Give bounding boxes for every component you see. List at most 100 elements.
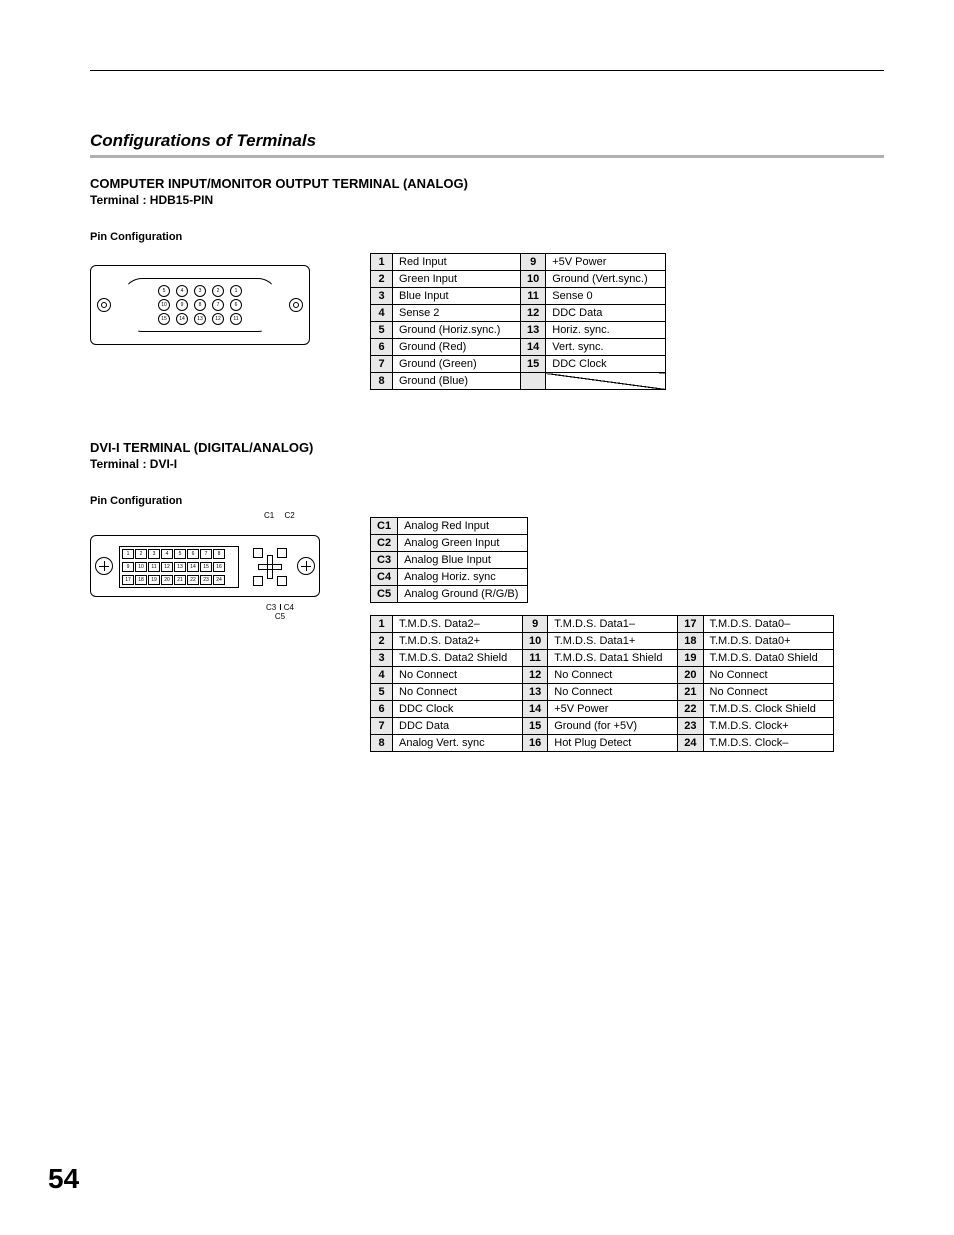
pin-cell: Analog Blue Input xyxy=(398,552,528,569)
pin-cell: Green Input xyxy=(393,271,521,288)
dvi-pin: 17 xyxy=(122,575,134,585)
pin-cell: 15 xyxy=(523,718,548,735)
vga-terminal: Terminal : HDB15-PIN xyxy=(90,193,884,207)
pin-cell: 3 xyxy=(371,288,393,305)
pin-cell: No Connect xyxy=(703,684,833,701)
pin-cell: No Connect xyxy=(548,684,678,701)
pin-cell: 3 xyxy=(371,650,393,667)
pin-cell: 21 xyxy=(678,684,703,701)
dvi-pin: 2 xyxy=(135,549,147,559)
vga-pinconfig-label: Pin Configuration xyxy=(90,231,884,243)
c1-label: C1 xyxy=(264,511,274,520)
pin-cell: Analog Ground (R/G/B) xyxy=(398,586,528,603)
pin-cell: T.M.D.S. Data2– xyxy=(393,616,523,633)
c5-label: C5 xyxy=(275,612,285,621)
pin-cell: Red Input xyxy=(393,254,521,271)
pin-cell: +5V Power xyxy=(546,254,666,271)
dvi-pin: 11 xyxy=(148,562,160,572)
pin-cell: 13 xyxy=(521,322,546,339)
pin-cell: Sense 2 xyxy=(393,305,521,322)
pin-cell: T.M.D.S. Clock Shield xyxy=(703,701,833,718)
dvi-pin: 20 xyxy=(161,575,173,585)
pin-cell: No Connect xyxy=(703,667,833,684)
pin-cell: 12 xyxy=(521,305,546,322)
pin-cell: 1 xyxy=(371,254,393,271)
hdb15-pin: 3 xyxy=(194,285,206,297)
dvi-pin: 7 xyxy=(200,549,212,559)
dvi-pin: 16 xyxy=(213,562,225,572)
section-title: Configurations of Terminals xyxy=(90,131,884,158)
pin-cell: 6 xyxy=(371,339,393,356)
pin-cell: 9 xyxy=(521,254,546,271)
hdb15-pin: 1 xyxy=(230,285,242,297)
pin-cell: 11 xyxy=(523,650,548,667)
hdb15-pin: 4 xyxy=(176,285,188,297)
pin-cell: DDC Clock xyxy=(393,701,523,718)
pin-cell: 5 xyxy=(371,322,393,339)
pin-cell: T.M.D.S. Data2 Shield xyxy=(393,650,523,667)
c3-label: C3 xyxy=(266,603,276,612)
pin-cell: T.M.D.S. Clock+ xyxy=(703,718,833,735)
pin-cell: 11 xyxy=(521,288,546,305)
hdb15-pin: 12 xyxy=(212,313,224,325)
dvi-analog-table: C1Analog Red InputC2Analog Green InputC3… xyxy=(370,517,528,603)
pin-cell: 16 xyxy=(523,735,548,752)
pin-cell: T.M.D.S. Data1+ xyxy=(548,633,678,650)
pin-cell: 2 xyxy=(371,633,393,650)
pin-cell: Blue Input xyxy=(393,288,521,305)
pin-cell: Horiz. sync. xyxy=(546,322,666,339)
pin-cell: C5 xyxy=(371,586,398,603)
pin-cell: C3 xyxy=(371,552,398,569)
pin-cell: 20 xyxy=(678,667,703,684)
pin-cell: 2 xyxy=(371,271,393,288)
pin-cell: 18 xyxy=(678,633,703,650)
pin-cell: T.M.D.S. Data1– xyxy=(548,616,678,633)
hdb15-pin: 15 xyxy=(158,313,170,325)
dvi-pin: 24 xyxy=(213,575,225,585)
pin-cell: 19 xyxy=(678,650,703,667)
pin-cell: 13 xyxy=(523,684,548,701)
dvi-pin: 1 xyxy=(122,549,134,559)
pin-cell: Ground (Vert.sync.) xyxy=(546,271,666,288)
pin-cell: Ground (Horiz.sync.) xyxy=(393,322,521,339)
c2-label: C2 xyxy=(284,511,294,520)
pin-cell: Hot Plug Detect xyxy=(548,735,678,752)
pin-cell: 4 xyxy=(371,305,393,322)
dvi-pin: 10 xyxy=(135,562,147,572)
pin-cell: 23 xyxy=(678,718,703,735)
hdb15-pin: 2 xyxy=(212,285,224,297)
dvi-pin: 15 xyxy=(200,562,212,572)
pin-cell: +5V Power xyxy=(548,701,678,718)
hdb15-diagram: 54321 109876 1514131211 xyxy=(90,253,330,345)
hdb15-pin: 5 xyxy=(158,285,170,297)
pin-cell: 22 xyxy=(678,701,703,718)
dvi-pin: 22 xyxy=(187,575,199,585)
pin-cell: DDC Data xyxy=(546,305,666,322)
pin-cell: C2 xyxy=(371,535,398,552)
dvi-pin: 4 xyxy=(161,549,173,559)
pin-cell: Vert. sync. xyxy=(546,339,666,356)
dvi-digital-table: 1T.M.D.S. Data2–9T.M.D.S. Data1–17T.M.D.… xyxy=(370,615,834,752)
pin-cell: 14 xyxy=(521,339,546,356)
c4-label: C4 xyxy=(284,603,294,612)
pin-cell: Ground (Blue) xyxy=(393,373,521,390)
pin-cell: 12 xyxy=(523,667,548,684)
pin-cell: 10 xyxy=(521,271,546,288)
pin-cell: T.M.D.S. Data0+ xyxy=(703,633,833,650)
pin-cell: Analog Horiz. sync xyxy=(398,569,528,586)
pin-cell: 17 xyxy=(678,616,703,633)
dvi-diagram: C1 C2 12345678 910111213141516 171819202… xyxy=(90,517,330,621)
pin-cell: 6 xyxy=(371,701,393,718)
pin-cell xyxy=(546,373,666,390)
pin-cell: T.M.D.S. Data0– xyxy=(703,616,833,633)
pin-cell: T.M.D.S. Clock– xyxy=(703,735,833,752)
pin-cell: T.M.D.S. Data2+ xyxy=(393,633,523,650)
pin-cell: DDC Data xyxy=(393,718,523,735)
dvi-pin: 19 xyxy=(148,575,160,585)
hdb15-pin: 10 xyxy=(158,299,170,311)
pin-cell: No Connect xyxy=(393,667,523,684)
hdb15-pin: 14 xyxy=(176,313,188,325)
pin-cell: Sense 0 xyxy=(546,288,666,305)
dvi-pin: 8 xyxy=(213,549,225,559)
dvi-heading: DVI-I TERMINAL (DIGITAL/ANALOG) xyxy=(90,440,884,455)
